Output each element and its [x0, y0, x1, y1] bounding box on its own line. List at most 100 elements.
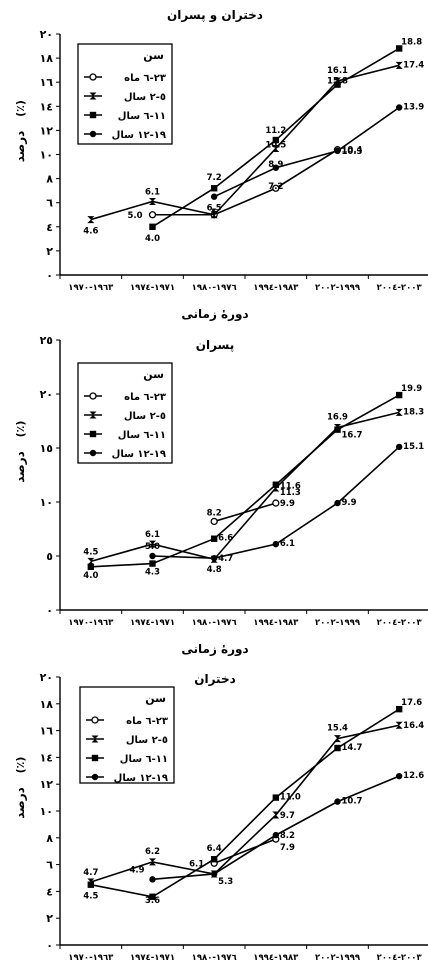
chart-panel: دختران ٠ ٢ ٤ ٦ ٨ ١٠ ١٢ ١٤ ١٦ ١٨ ٢٠ ١٩٦٣-١٩٧٠ ١٩٧١-١٩٧… [13, 671, 428, 963]
legend-title: سن [145, 692, 166, 705]
data-label: 16.9 [327, 412, 348, 422]
data-point [334, 744, 341, 752]
y-tick-label: ٥ [46, 550, 53, 563]
data-point [210, 856, 218, 863]
legend: سن ٢٣-٦ ماه ٥-٢ سال ١١-٦ سال ١٩-١٢ سال [77, 362, 173, 464]
data-label: 16.4 [403, 721, 424, 731]
chart-title: پسران [196, 338, 235, 352]
legend-marker [89, 430, 97, 438]
data-label: 7.2 [268, 182, 283, 192]
legend: سن ٢٣-٦ ماه ٥-٢ سال ١١-٦ سال ١٩-١٢ سال [79, 686, 175, 784]
data-point [272, 831, 280, 839]
data-point [334, 499, 341, 507]
data-label: 6.1 [145, 187, 160, 197]
data-point [272, 499, 280, 507]
data-label: 3.6 [145, 896, 160, 906]
data-label: 4.3 [145, 568, 160, 578]
data-label: 5.0 [145, 542, 160, 552]
y-tick-label: ١٦ [40, 76, 54, 89]
data-point [334, 735, 341, 743]
data-point [149, 893, 156, 900]
data-label: 9.7 [280, 811, 295, 821]
data-point [149, 876, 156, 883]
data-label: 5.0 [127, 211, 142, 221]
y-tick-label: ١٤ [40, 100, 53, 113]
data-label: 16.1 [327, 66, 348, 76]
legend-marker [91, 773, 99, 781]
y-tick-label: ٦ [46, 197, 53, 210]
y-tick-label: ١٨ [40, 698, 54, 711]
x-tick-label: ١٩٩٩-٢٠٠٢ [315, 283, 361, 293]
data-point [395, 104, 403, 111]
data-label: 6.5 [207, 204, 222, 214]
data-label: 5 [211, 208, 217, 218]
data-point [395, 772, 403, 780]
x-tick-label: ١٩٧١-١٩٧٤ [130, 953, 175, 963]
data-label: 6.1 [280, 539, 295, 549]
legend-marker [89, 111, 97, 119]
x-tick-label: ٢٠٠٣-٢٠٠٤ [377, 953, 423, 963]
data-label: 4.0 [83, 571, 98, 581]
y-tick-label: ١٠ [40, 149, 53, 162]
chart-panel: پسران ٠ ٥ ١٠ ١٥ ٢٠ ٢٥ ١٩٦٣-١٩٧٠ ١٩٧١-١٩٧٤ ١٩٧٦-١٩… [13, 334, 428, 657]
y-tick-label: ٨ [46, 173, 53, 186]
data-label: 13.9 [403, 103, 424, 113]
data-point [210, 185, 218, 192]
y-tick-label: ٤ [46, 221, 53, 234]
data-label: 7.9 [280, 843, 295, 853]
data-label: 10.5 [265, 140, 286, 150]
data-point [395, 705, 403, 713]
data-point [395, 45, 403, 52]
legend-box [79, 686, 175, 784]
data-label: 11.2 [265, 126, 286, 136]
data-label: 17.6 [401, 698, 422, 708]
data-label: 18.8 [401, 37, 422, 47]
data-label: 11.3 [280, 488, 301, 498]
data-point [395, 443, 403, 451]
data-label: 5.3 [218, 877, 233, 887]
legend-label: ٥-٢ سال [126, 735, 168, 746]
y-axis-label: درصد [13, 131, 27, 163]
data-label: 6.6 [218, 534, 233, 544]
y-tick-label: ٢ [46, 912, 53, 925]
y-tick-label: ٤ [46, 885, 53, 898]
x-tick-label: ١٩٦٣-١٩٧٠ [68, 618, 114, 628]
legend-label: ١٩-١٢ سال [112, 130, 166, 141]
legend-marker [89, 411, 97, 419]
y-tick-label: ٠ [46, 269, 53, 282]
legend-label: ١١-٦ سال [118, 111, 166, 122]
data-point [210, 870, 218, 878]
data-point [210, 554, 218, 562]
series-line [90, 411, 400, 563]
data-point [395, 408, 403, 416]
y-axis-label: درصد [13, 787, 27, 819]
legend-marker [91, 754, 99, 762]
data-point [272, 794, 280, 801]
data-label: 15.8 [327, 77, 348, 87]
x-tick-label: ١٩٨٣-١٩٩٤ [253, 618, 299, 628]
y-tick-label: ١٠ [40, 496, 53, 509]
x-tick-label: ١٩٧٦-١٩٨٠ [192, 283, 237, 293]
data-label: 17.4 [403, 60, 424, 70]
data-label: 4.0 [145, 234, 160, 244]
data-point [272, 164, 280, 171]
legend: سن ٢٣-٦ ماه ٥-٢ سال ١١-٦ سال ١٩-١٢ سال [77, 43, 173, 145]
data-label: 14.7 [342, 743, 363, 753]
x-axis-label: دورهٔ زمانی [181, 642, 248, 657]
y-axis-label: درصد [13, 451, 27, 483]
legend-label: ٥-٢ سال [124, 92, 166, 103]
x-tick-label: ١٩٨٣-١٩٩٤ [253, 953, 299, 963]
data-point [395, 721, 403, 729]
x-axis-label: دورهٔ زمانی [181, 307, 248, 322]
data-point [210, 535, 218, 542]
x-tick-label: ٢٠٠٣-٢٠٠٤ [377, 283, 423, 293]
legend-marker [91, 716, 99, 724]
data-point [87, 557, 95, 565]
data-point [272, 144, 280, 152]
y-axis-unit: (٪) [14, 757, 27, 774]
series-line [90, 708, 400, 898]
legend-label: ٢٣-٦ ماه [126, 716, 168, 727]
chart-panel: دختران و پسران ٠ ٢ ٤ ٦ ٨ ١٠ ١٢ ١٤ ١٦ ١٨ ٢٠ ١٩٦٣-١٩٧٠… [13, 8, 428, 322]
legend-label: ٢٣-٦ ماه [124, 392, 166, 403]
x-tick-label: ١٩٧١-١٩٧٤ [130, 283, 175, 293]
